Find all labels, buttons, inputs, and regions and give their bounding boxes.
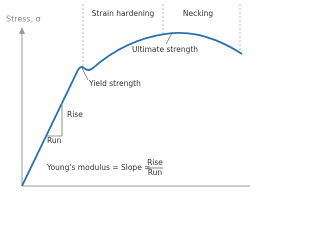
- formula-denominator: Run: [148, 168, 163, 177]
- formula-text: Young's modulus = Slope =: [46, 163, 150, 172]
- y-axis-arrow: [19, 27, 25, 34]
- leader-line: [81, 67, 89, 81]
- y-axis-label: Stress, σ: [6, 15, 41, 24]
- region-label: Necking: [183, 9, 214, 18]
- yield-strength-label: Yield strength: [88, 79, 141, 88]
- rise-label: Rise: [67, 110, 83, 119]
- ultimate-strength-label: Ultimate strength: [132, 45, 198, 54]
- leader-line: [165, 32, 173, 45]
- stress-strain-curve: [21, 31, 243, 187]
- formula-numerator: Rise: [147, 158, 163, 167]
- run-label: Run: [47, 136, 62, 145]
- region-label: Strain hardening: [92, 9, 155, 18]
- stress-strain-diagram: Stress, σ Strain hardening Necking Ultim…: [6, 4, 250, 187]
